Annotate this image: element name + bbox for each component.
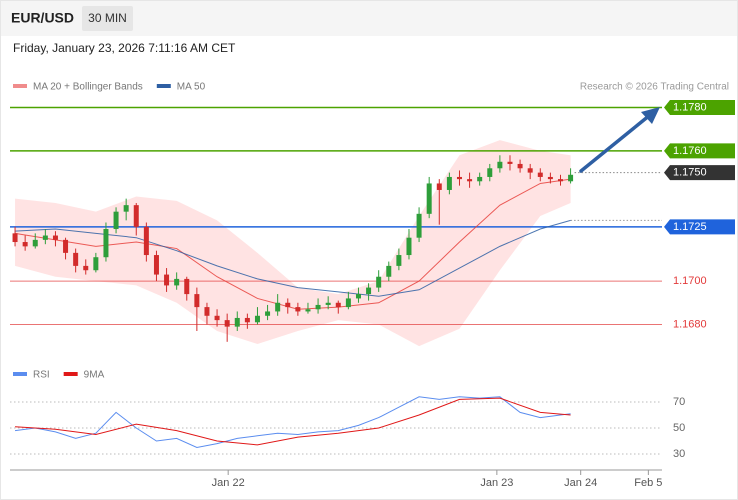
candle-body — [52, 235, 58, 240]
x-tick-label: Feb 5 — [634, 477, 662, 489]
candle-body — [184, 278, 190, 295]
candle-body — [497, 161, 503, 169]
level-label: 1.1700 — [673, 275, 707, 287]
candle-body — [22, 242, 28, 247]
candle-body — [527, 168, 533, 173]
legend-label: MA 20 + Bollinger Bands — [33, 82, 143, 93]
legend-label: 9MA — [84, 370, 105, 381]
candle-body — [194, 294, 200, 308]
candle-body — [477, 176, 483, 182]
candle-body — [507, 161, 513, 164]
level-label: 1.1780 — [673, 101, 707, 113]
candle-body — [254, 315, 260, 323]
candle-body — [275, 302, 281, 312]
candle-body — [12, 233, 18, 243]
y-tick-label: 50 — [673, 422, 685, 434]
ma-line — [15, 219, 571, 297]
legend-swatch — [156, 84, 171, 88]
y-tick-label: 70 — [673, 396, 685, 408]
candle-body — [568, 174, 574, 182]
level-label: 1.1680 — [673, 318, 707, 330]
forecast-arrow-head — [641, 107, 660, 124]
indicator-line — [14, 396, 571, 449]
candle-body — [143, 226, 149, 256]
candle-body — [83, 265, 89, 271]
level-label-box — [664, 165, 735, 181]
candle-body — [436, 183, 442, 190]
candle-body — [133, 205, 139, 227]
bollinger-band — [15, 140, 571, 347]
candle-body — [355, 294, 361, 299]
candle-body — [376, 276, 382, 288]
candle-body — [487, 168, 493, 177]
candle-body — [557, 179, 563, 182]
timestamp: Friday, January 23, 2026 7:11:16 AM CET — [13, 41, 236, 55]
source: Research © 2026 Trading Central — [580, 82, 729, 93]
candle-body — [315, 304, 321, 310]
level-label: 1.1760 — [673, 145, 707, 157]
candle-body — [164, 274, 170, 286]
candle-body — [174, 278, 180, 286]
candle-body — [234, 317, 240, 327]
candle-body — [63, 239, 69, 253]
candle-body — [335, 302, 341, 308]
level-label: 1.1750 — [673, 167, 707, 179]
level-label: 1.1725 — [673, 221, 707, 233]
level-label-box — [664, 143, 735, 159]
candle-body — [265, 311, 271, 316]
level-label-box — [664, 219, 735, 235]
symbol: EUR/USD — [11, 10, 74, 26]
legend-label: MA 50 — [177, 82, 206, 93]
indicator-line — [15, 397, 571, 446]
candle-body — [456, 176, 462, 180]
timeframe-box[interactable] — [82, 6, 133, 31]
level-label-box — [664, 100, 735, 116]
candle-body — [244, 317, 250, 323]
legend-label: RSI — [33, 370, 50, 381]
candle-body — [93, 257, 99, 271]
candle-body — [73, 252, 79, 266]
candle-body — [123, 205, 129, 212]
candle-body — [42, 235, 48, 240]
x-tick-label: Jan 22 — [212, 477, 245, 489]
candle-body — [396, 255, 402, 266]
x-tick-label: Jan 23 — [480, 477, 513, 489]
candle-body — [204, 307, 210, 316]
forecast-arrow — [579, 113, 652, 173]
candle-body — [386, 265, 392, 277]
legend-swatch — [63, 372, 78, 376]
candle-body — [426, 183, 432, 214]
candle-body — [446, 176, 452, 190]
candle-body — [295, 307, 301, 312]
candle-body — [406, 237, 412, 256]
candle-body — [153, 255, 159, 275]
candle-body — [517, 163, 523, 169]
legend-swatch — [13, 372, 27, 376]
legend-swatch — [13, 84, 27, 88]
band-layer — [15, 140, 571, 347]
candle-body — [366, 287, 372, 295]
candle-body — [547, 176, 553, 180]
candle-body — [113, 211, 119, 230]
candle-body — [345, 298, 351, 308]
y-tick-label: 30 — [673, 448, 685, 460]
candle-body — [416, 213, 422, 238]
candle-body — [467, 179, 473, 182]
candle-body — [325, 302, 331, 305]
candle-body — [103, 229, 109, 258]
candle-body — [32, 239, 38, 247]
candle-body — [305, 309, 311, 312]
candle-body — [214, 315, 220, 321]
candle-body — [224, 320, 230, 327]
candle-body — [285, 302, 291, 308]
main-layer — [10, 106, 662, 342]
candle-body — [537, 172, 543, 177]
timeframe[interactable]: 30 MIN — [88, 11, 127, 25]
x-tick-label: Jan 24 — [564, 477, 597, 489]
